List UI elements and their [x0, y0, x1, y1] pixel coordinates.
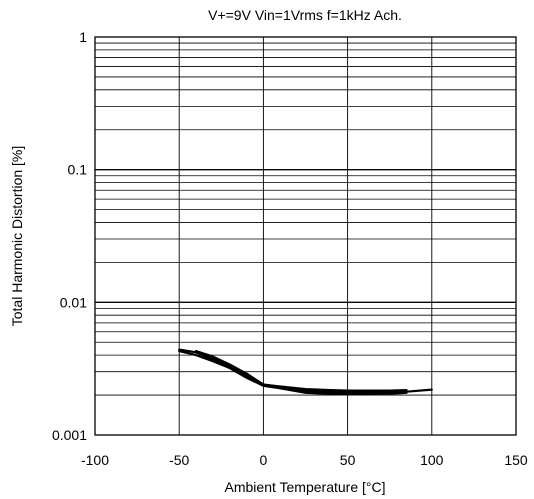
plot-frame [94, 36, 517, 436]
y-axis-label: Total Harmonic Distortion [%] [9, 146, 25, 327]
x-tick-label: -50 [169, 452, 189, 468]
series-group [178, 348, 433, 395]
tick-labels: -100 -50 0 50 100 150 0.001 0.01 0.1 1 [52, 29, 528, 468]
series-line-4 [194, 349, 408, 394]
x-tick-label: 0 [260, 452, 268, 468]
series-line-3 [194, 351, 408, 395]
y-tick-label: 0.1 [68, 162, 88, 178]
y-tick-label: 1 [79, 29, 87, 45]
x-axis-label: Ambient Temperature [°C] [225, 479, 386, 495]
y-tick-label: 0.001 [52, 427, 87, 443]
x-tick-label: 50 [340, 452, 356, 468]
y-tick-label: 0.01 [60, 294, 87, 310]
chart-title: V+=9V Vin=1Vrms f=1kHz Ach. [208, 7, 402, 23]
x-tick-label: 100 [420, 452, 444, 468]
x-tick-label: -100 [81, 452, 109, 468]
grid [95, 37, 516, 435]
x-tick-label: 150 [504, 452, 528, 468]
